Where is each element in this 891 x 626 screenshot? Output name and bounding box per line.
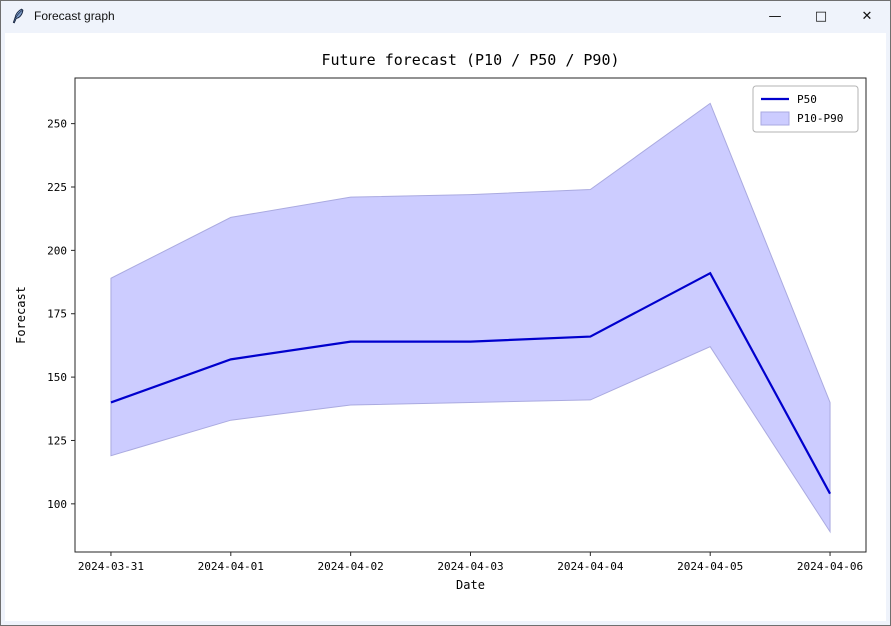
x-axis-label: Date [456,578,485,592]
legend-label-p10-p90: P10-P90 [797,112,843,125]
maximize-button[interactable]: □ [798,1,844,31]
x-tick-label: 2024-04-02 [318,560,384,573]
p10-p90-band [110,102,831,534]
chart-title: Future forecast (P10 / P50 / P90) [321,51,619,69]
matplotlib-figure: 2024-03-31 2024-04-01 2024-04-02 2024-04-03… [5,33,886,621]
y-axis-label: Forecast [14,286,28,344]
y-tick-label: 250 [47,118,67,131]
x-tick-label: 2024-04-01 [198,560,264,573]
legend-label-p50: P50 [797,93,817,106]
x-tick-label: 2024-03-31 [78,560,144,573]
close-button[interactable]: ✕ [844,1,890,31]
legend-patch-swatch [760,111,790,126]
y-tick-label: 200 [47,244,67,257]
x-tick-label: 2024-04-05 [677,560,743,573]
window-controls: — □ ✕ [752,1,890,31]
x-tick-label: 2024-04-04 [557,560,624,573]
matplotlib-feather-icon [12,8,24,24]
y-tick-label: 175 [47,308,67,321]
minimize-button[interactable]: — [752,1,798,31]
titlebar[interactable]: Forecast graph — □ ✕ [1,1,890,31]
y-tick-label: 225 [47,181,67,194]
x-tick-label: 2024-04-06 [797,560,863,573]
window-title: Forecast graph [34,9,115,23]
p50-line [110,271,832,495]
x-tick-label: 2024-04-03 [437,560,503,573]
y-tick-label: 125 [47,434,67,447]
figure-area: 2024-03-31 2024-04-01 2024-04-02 2024-04-03… [1,31,890,625]
y-tick-label: 150 [47,371,67,384]
forecast-chart: 2024-03-31 2024-04-01 2024-04-02 2024-04-03… [14,51,867,592]
y-tick-label: 100 [47,498,67,511]
